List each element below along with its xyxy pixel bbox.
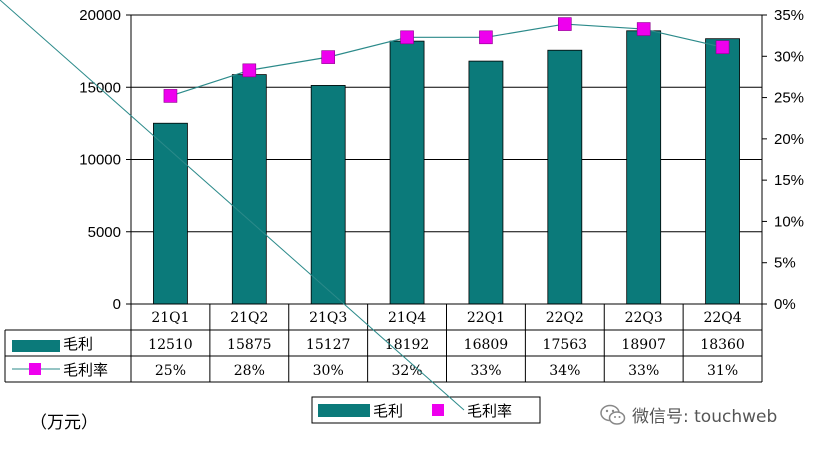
rate-value-label: 34% <box>549 363 580 379</box>
right-axis-tick-label: 35% <box>774 7 804 24</box>
bar <box>705 38 740 305</box>
rate-marker <box>715 40 730 55</box>
bar-series <box>153 30 740 305</box>
rate-marker <box>479 30 493 45</box>
rate-value-label: 32% <box>392 363 423 379</box>
right-axis-tick-label: 25% <box>774 90 804 107</box>
bar-value-label: 16809 <box>464 337 509 353</box>
legend-marker-swatch <box>432 404 444 416</box>
bar-value-label: 15875 <box>227 337 272 353</box>
rate-marker <box>242 63 257 78</box>
legend-line-swatch <box>0 0 465 411</box>
rate-marker <box>400 30 414 45</box>
row-key-marker <box>29 363 41 375</box>
bar-value-label: 17563 <box>543 337 588 353</box>
left-axis-tick-label: 15000 <box>79 79 121 96</box>
rate-value-label: 31% <box>707 363 738 379</box>
bar <box>310 85 346 305</box>
axes: 0 5000 10000 15000 20000 0% 5% 10% 15% 20% 25% 30% 3… <box>79 7 804 313</box>
right-axis-tick-label: 15% <box>774 172 804 189</box>
category-label: 21Q3 <box>309 310 347 326</box>
left-axis-tick-label: 0 <box>113 296 121 313</box>
right-axis-tick-label: 5% <box>774 255 796 272</box>
left-axis-tick-label: 5000 <box>88 224 121 241</box>
category-label: 22Q1 <box>467 310 505 326</box>
bar <box>547 49 583 305</box>
legend-bar-swatch <box>318 404 370 417</box>
bar-value-label: 12510 <box>148 337 193 353</box>
right-axis-tick-label: 10% <box>774 213 804 230</box>
right-axis-tick-label: 0% <box>774 296 796 313</box>
bar <box>468 60 504 305</box>
rate-line <box>170 23 723 97</box>
legend-label-bar: 毛利 <box>373 402 403 420</box>
legend-label-line: 毛利率 <box>467 402 512 420</box>
category-label: 21Q2 <box>230 310 268 326</box>
bar <box>231 74 267 305</box>
category-label: 21Q1 <box>151 310 189 326</box>
rate-marker <box>321 50 335 64</box>
rate-value-label: 28% <box>234 363 265 379</box>
legend: 毛利 毛利率 <box>0 0 541 424</box>
unit-label: （万元） <box>30 413 98 433</box>
row-label-bar: 毛利 <box>63 335 93 353</box>
rate-value-label: 33% <box>628 363 659 379</box>
line-series <box>163 17 730 103</box>
bar-value-label: 18907 <box>621 337 666 353</box>
rate-value-label: 33% <box>470 363 501 379</box>
category-label: 22Q2 <box>546 310 584 326</box>
category-label: 21Q4 <box>388 310 426 326</box>
left-axis-tick-label: 10000 <box>79 152 121 169</box>
watermark-text: 微信号: touchweb <box>632 407 778 427</box>
right-axis-tick-label: 20% <box>774 131 804 148</box>
rate-marker <box>558 17 572 31</box>
rate-value-label: 25% <box>155 363 186 379</box>
watermark: 微信号: touchweb <box>600 402 777 427</box>
bar-value-label: 15127 <box>306 337 351 353</box>
wechat-icon <box>600 404 626 425</box>
rate-value-label: 30% <box>313 363 344 379</box>
bar-value-label: 18192 <box>385 337 430 353</box>
rate-marker <box>636 22 651 36</box>
data-table: 21Q1 12510 25% 21Q2 15875 28% 21Q3 15127 30% 21Q4… <box>4 304 763 383</box>
left-axis-tick-label: 20000 <box>79 7 121 24</box>
bar <box>389 40 425 305</box>
category-label: 22Q4 <box>703 310 741 326</box>
category-label: 22Q3 <box>625 310 663 326</box>
bar <box>626 30 662 305</box>
right-axis-tick-label: 30% <box>774 48 804 65</box>
row-label-rate: 毛利率 <box>63 361 108 379</box>
row-key-bar <box>12 340 60 352</box>
bar-value-label: 18360 <box>700 337 745 353</box>
bar <box>153 122 188 305</box>
rate-marker <box>163 89 178 103</box>
